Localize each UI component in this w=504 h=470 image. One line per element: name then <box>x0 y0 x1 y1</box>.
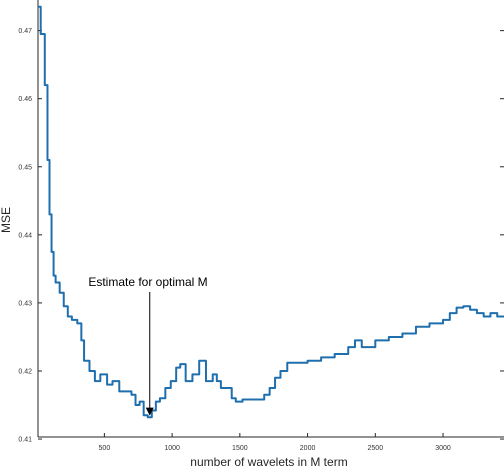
axes <box>37 0 504 438</box>
x-axis-label: number of wavelets in M term <box>190 455 347 469</box>
x-tick-label: 3000 <box>435 445 451 452</box>
x-tick-label: 2000 <box>300 445 316 452</box>
y-tick-label: 0.44 <box>18 232 32 239</box>
x-tick-label: 1000 <box>164 445 180 452</box>
x-tick-label: 500 <box>99 445 111 452</box>
y-tick-label: 0.46 <box>18 96 32 103</box>
annotation-arrow-head <box>145 407 154 416</box>
annotation-layer: Estimate for optimal M <box>88 275 208 416</box>
mse-series-line <box>38 5 504 419</box>
series-layer <box>38 5 504 419</box>
annotation-label: Estimate for optimal M <box>88 275 207 289</box>
y-tick-label: 0.45 <box>18 164 32 171</box>
y-tick-label: 0.43 <box>18 300 32 307</box>
y-axis-label: MSE <box>0 207 13 233</box>
y-tick-label: 0.42 <box>18 368 32 375</box>
y-tick-label: 0.41 <box>18 437 32 444</box>
x-tick-label: 1500 <box>232 445 248 452</box>
y-tick-label: 0.47 <box>18 28 32 35</box>
ticks: 500 1000 1500 2000 2500 3000 0.41 0.42 0.43 0.44 0… <box>18 28 504 452</box>
x-tick-label: 2500 <box>368 445 384 452</box>
